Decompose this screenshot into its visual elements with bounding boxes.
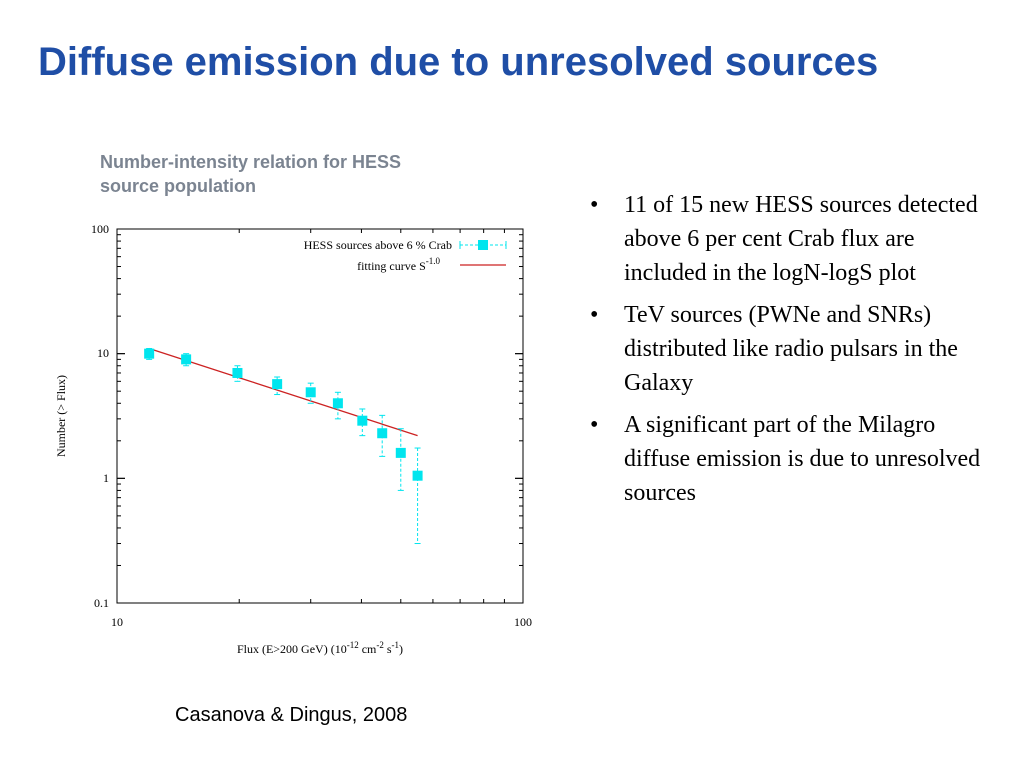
bullet-text: A significant part of the Milagro diffus… xyxy=(624,412,981,506)
x-axis-label: Flux (E>200 GeV) (10-12 cm-2 s-1) xyxy=(237,640,403,656)
axis-ticks xyxy=(116,228,524,604)
data-point xyxy=(377,428,388,439)
bullet-text: 11 of 15 new HESS sources detected above… xyxy=(624,192,978,286)
y-tick-label-100: 100 xyxy=(91,222,109,236)
y-tick-label-10: 10 xyxy=(97,346,109,360)
legend-series-label: HESS sources above 6 % Crab xyxy=(304,238,452,252)
bullet-glyph: • xyxy=(590,412,599,438)
bullet-text: TeV sources (PWNe and SNRs) distributed … xyxy=(624,302,958,396)
y-axis-label: Number (> Flux) xyxy=(54,375,68,457)
data-point xyxy=(181,354,192,365)
data-point xyxy=(395,447,406,458)
bullet-item: • 11 of 15 new HESS sources detected abov… xyxy=(590,188,1000,290)
fit-layer xyxy=(148,347,418,437)
plot-frame xyxy=(116,228,524,604)
data-point xyxy=(412,470,423,481)
chart-caption: Number-intensity relation for HESS sourc… xyxy=(100,150,500,198)
legend: HESS sources above 6 % Crab fitting curv… xyxy=(304,238,507,273)
bullet-item: • A significant part of the Milagro diffu… xyxy=(590,408,1000,510)
lognlogs-chart: 100 10 1 0.1 10 100 Number (> Flux) Flux… xyxy=(54,222,532,656)
data-point xyxy=(332,398,343,409)
bullet-glyph: • xyxy=(590,192,599,218)
y-tick-label-0.1: 0.1 xyxy=(94,596,109,610)
legend-series-marker xyxy=(478,240,488,250)
slide-title: Diffuse emission due to unresolved sourc… xyxy=(38,40,879,84)
data-point xyxy=(305,387,316,398)
bullet-glyph: • xyxy=(590,302,599,328)
data-point xyxy=(232,367,243,378)
y-tick-label-1: 1 xyxy=(103,471,109,485)
citation: Casanova & Dingus, 2008 xyxy=(175,704,408,726)
bullet-item: • TeV sources (PWNe and SNRs) distributed… xyxy=(590,298,1000,400)
chart-caption-line-2: source population xyxy=(100,176,257,196)
bullet-list: • 11 of 15 new HESS sources detected abov… xyxy=(590,188,1000,518)
data-point xyxy=(272,379,283,390)
legend-fit-label: fitting curve S-1.0 xyxy=(357,256,440,273)
points-layer xyxy=(144,348,423,545)
chart-caption-line-1: Number-intensity relation for HESS xyxy=(100,152,402,172)
x-tick-label-10: 10 xyxy=(111,615,123,629)
fit-line xyxy=(148,347,418,437)
data-point xyxy=(144,348,155,359)
x-tick-label-100: 100 xyxy=(514,615,532,629)
data-point xyxy=(357,415,368,426)
